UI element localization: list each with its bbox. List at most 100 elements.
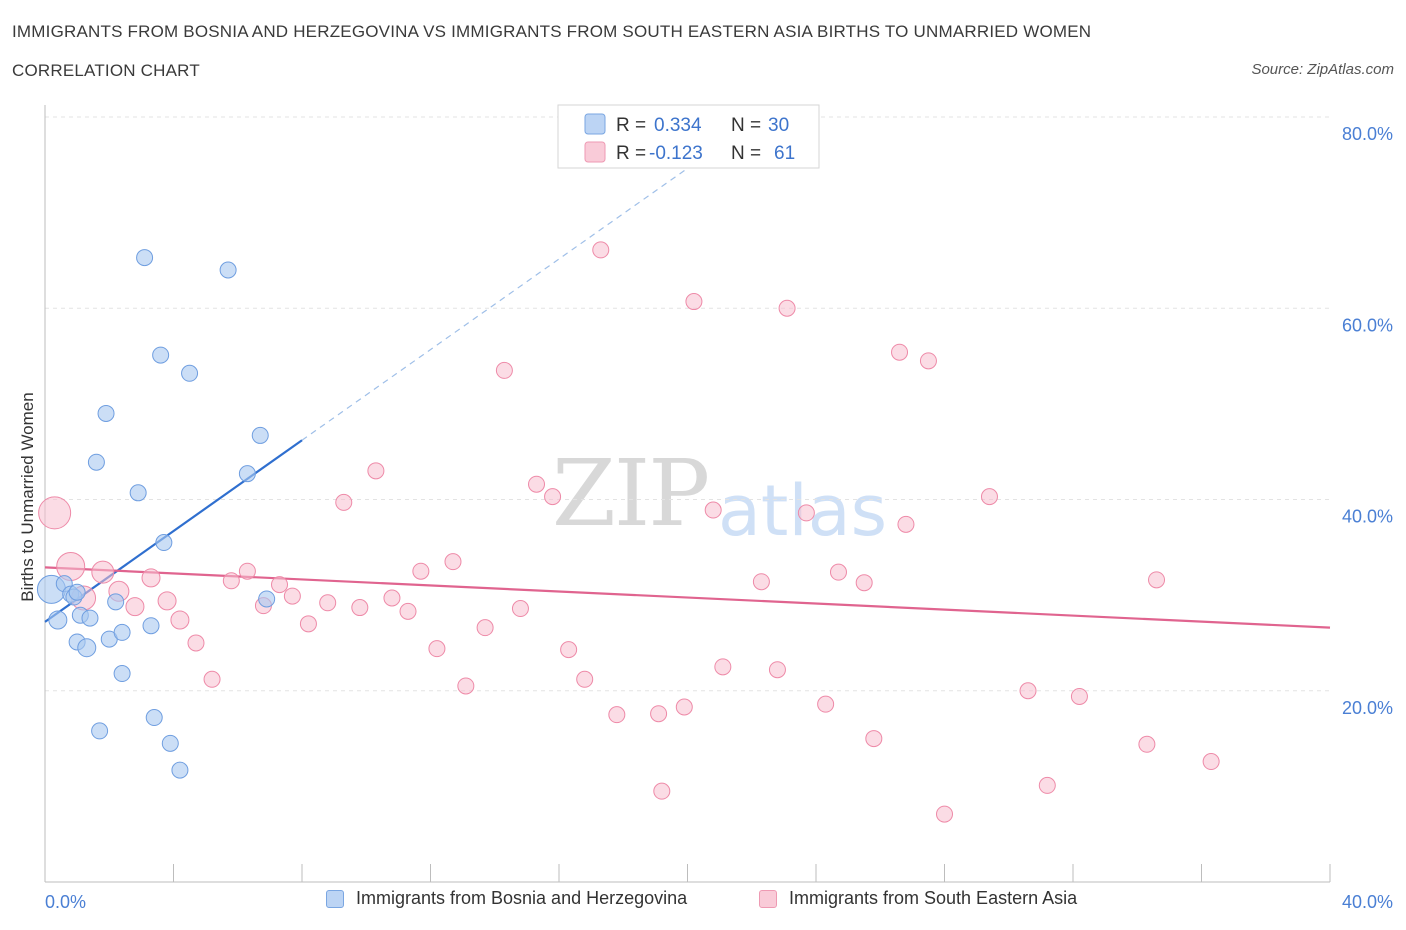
y-tick-label: 60.0%	[1342, 315, 1393, 335]
sea-point	[319, 594, 337, 612]
y-tick-label: 20.0%	[1342, 698, 1393, 718]
sea-point	[428, 640, 446, 658]
x-tick-label-min: 0.0%	[45, 892, 86, 912]
legend-r-label-2: R =	[616, 143, 646, 164]
bosnia-point	[113, 623, 131, 641]
legend-n-label-2: N =	[731, 143, 761, 164]
bosnia-point	[136, 249, 154, 267]
sea-point	[1138, 735, 1156, 753]
sea-point	[335, 493, 353, 511]
axis-ticks: 80.0% 60.0% 40.0% 20.0%	[44, 124, 1393, 882]
series-south-eastern-asia	[38, 241, 1220, 823]
bosnia-point	[77, 638, 97, 658]
sea-point	[650, 705, 668, 723]
legend-swatch-pink	[584, 141, 606, 163]
sea-point	[980, 488, 998, 506]
sea-point	[528, 475, 546, 493]
sea-point	[283, 587, 301, 605]
bosnia-point	[97, 404, 115, 422]
bosnia-point	[68, 583, 86, 601]
sea-point	[457, 677, 475, 695]
sea-point	[125, 597, 145, 617]
sea-point	[299, 615, 317, 633]
sea-point	[829, 563, 847, 581]
source-credit: Source: ZipAtlas.com	[1251, 61, 1394, 78]
sea-point	[157, 591, 177, 611]
legend-swatch-sea	[759, 889, 777, 908]
bosnia-point	[91, 722, 109, 740]
legend-label-sea: Immigrants from South Eastern Asia	[789, 888, 1078, 908]
bosnia-point	[129, 484, 147, 502]
bosnia-point	[87, 453, 105, 471]
sea-point	[351, 599, 369, 617]
bosnia-point	[142, 617, 160, 635]
legend-r-label-1: R =	[616, 115, 646, 136]
sea-point	[865, 730, 883, 748]
sea-point	[170, 610, 190, 630]
sea-point	[203, 670, 221, 688]
sea-point	[897, 515, 915, 533]
sea-point	[544, 488, 562, 506]
bosnia-point	[181, 364, 199, 382]
sea-point	[38, 496, 72, 530]
sea-point	[1038, 776, 1056, 794]
sea-point	[675, 698, 693, 716]
sea-point	[495, 361, 513, 379]
sea-point	[797, 504, 815, 522]
sea-point	[653, 782, 671, 800]
chart-title: IMMIGRANTS FROM BOSNIA AND HERZEGOVINA V…	[12, 22, 1092, 41]
sea-trend-line	[44, 566, 1331, 629]
sea-point	[704, 501, 722, 519]
bosnia-point	[155, 534, 173, 552]
y-tick-label: 40.0%	[1342, 507, 1393, 527]
sea-point	[444, 553, 462, 571]
sea-point	[187, 634, 205, 652]
bosnia-point	[152, 346, 170, 364]
bosnia-point	[161, 734, 179, 752]
legend-n-label-1: N =	[731, 115, 761, 136]
bosnia-point	[238, 465, 256, 483]
legend-r-value-1: 0.334	[654, 115, 702, 136]
gridlines	[45, 116, 1330, 692]
bosnia-trend-extension	[301, 145, 720, 441]
legend-label-bosnia: Immigrants from Bosnia and Herzegovina	[356, 888, 688, 908]
watermark-zip: ZIP	[552, 440, 710, 547]
sea-point	[576, 670, 594, 688]
sea-point	[141, 568, 161, 588]
sea-point	[936, 805, 953, 823]
bosnia-point	[219, 261, 237, 279]
sea-point	[222, 572, 240, 590]
legend-r-value-2: -0.123	[649, 143, 703, 164]
bosnia-point	[113, 665, 131, 683]
sea-point	[855, 574, 873, 592]
sea-point	[919, 352, 937, 370]
sea-point	[891, 343, 909, 361]
sea-point	[399, 602, 417, 620]
bosnia-point	[48, 610, 68, 630]
sea-point	[560, 641, 578, 659]
sea-point	[817, 695, 835, 713]
sea-point	[476, 619, 494, 637]
legend-n-value-2: 61	[774, 143, 795, 164]
sea-point	[511, 600, 529, 618]
trend-lines	[44, 145, 1331, 629]
sea-point	[367, 462, 385, 480]
series-bosnia-herzegovina	[36, 249, 276, 779]
sea-point	[685, 293, 703, 311]
sea-point	[383, 589, 401, 607]
sea-point	[768, 661, 786, 679]
sea-point	[1148, 571, 1166, 589]
sea-point	[1070, 687, 1088, 705]
y-tick-label: 80.0%	[1342, 124, 1393, 144]
legend-swatch-bosnia	[326, 889, 344, 908]
sea-point	[608, 706, 626, 724]
sea-point	[714, 658, 732, 676]
bosnia-point	[251, 426, 269, 444]
bosnia-point	[171, 761, 189, 779]
bosnia-point	[81, 609, 99, 627]
sea-point	[752, 573, 770, 591]
series-legend: Immigrants from Bosnia and Herzegovina I…	[0, 888, 1406, 918]
bosnia-point	[107, 593, 125, 611]
bosnia-point	[258, 590, 276, 608]
